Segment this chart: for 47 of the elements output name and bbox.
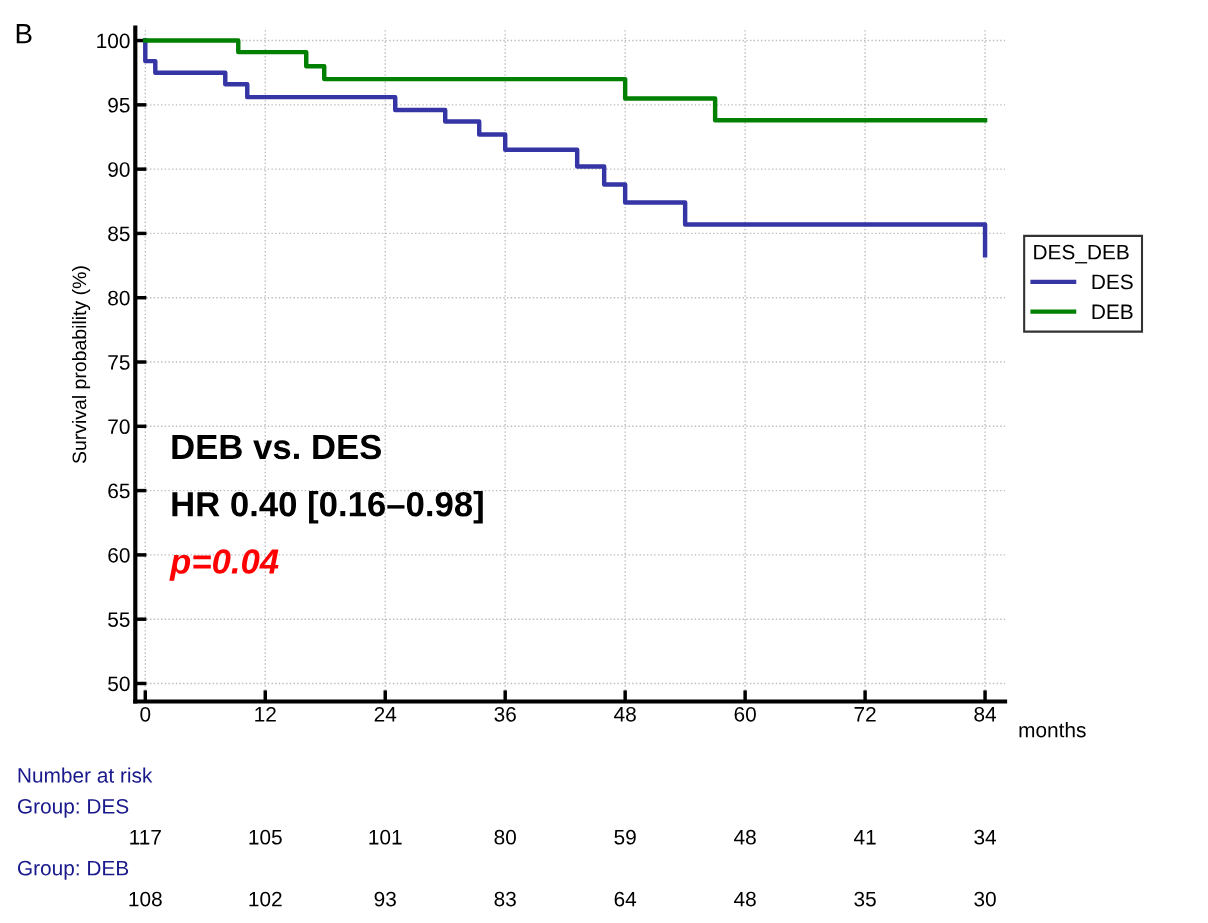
text: 35 [854, 891, 876, 907]
legend-label: DEB [1092, 304, 1133, 319]
y-tick-label: 95 [108, 97, 130, 113]
text: 101 [369, 829, 402, 845]
y-axis-title: Survival probability (%) [72, 266, 91, 464]
text: 102 [249, 891, 282, 907]
x-tick-label: 24 [374, 706, 397, 722]
y-tick-label: 70 [108, 419, 130, 435]
y-tick-label: 55 [108, 612, 130, 627]
annotation: HR 0.40 [0.16–0.98] [172, 491, 483, 524]
text: 41 [853, 830, 876, 845]
text: 83 [494, 891, 516, 907]
x-tick-label: 72 [854, 706, 876, 722]
legend-label: DES [1092, 274, 1133, 290]
chart-title: B [16, 24, 32, 44]
text: 34 [974, 829, 997, 845]
y-tick-label: 80 [108, 290, 130, 306]
text: 93 [374, 891, 396, 907]
y-tick-label: 85 [108, 226, 130, 242]
text: 59 [614, 829, 636, 845]
x-tick-label: 36 [494, 706, 516, 722]
x-axis-title: months [1019, 722, 1086, 738]
text: 117 [130, 830, 161, 845]
x-tick-label: 48 [614, 706, 636, 722]
text: Number at risk [18, 767, 153, 783]
y-tick-label: 100 [97, 33, 130, 49]
text: 48 [734, 891, 756, 907]
text: 80 [494, 829, 516, 845]
y-tick-label: 60 [108, 547, 130, 563]
x-tick-label: 0 [140, 706, 151, 722]
text: 105 [249, 829, 282, 845]
annotation: p=0.04 [169, 549, 279, 581]
text: 108 [129, 891, 162, 907]
text: Group: DEB [17, 860, 129, 880]
y-tick-label: 75 [108, 355, 130, 370]
x-tick-label: 84 [974, 706, 997, 722]
x-tick-label: 60 [734, 706, 756, 722]
text: 48 [734, 829, 756, 845]
text: Group: DES [17, 798, 129, 818]
text: 64 [614, 891, 637, 907]
text: 30 [974, 891, 996, 907]
x-tick-label: 12 [255, 706, 276, 722]
legend-title: DES_DEB [1034, 244, 1129, 264]
annotation: DEB vs. DES [172, 434, 381, 460]
y-tick-label: 50 [108, 676, 130, 692]
y-tick-label: 65 [108, 483, 130, 499]
y-tick-label: 90 [108, 162, 130, 177]
